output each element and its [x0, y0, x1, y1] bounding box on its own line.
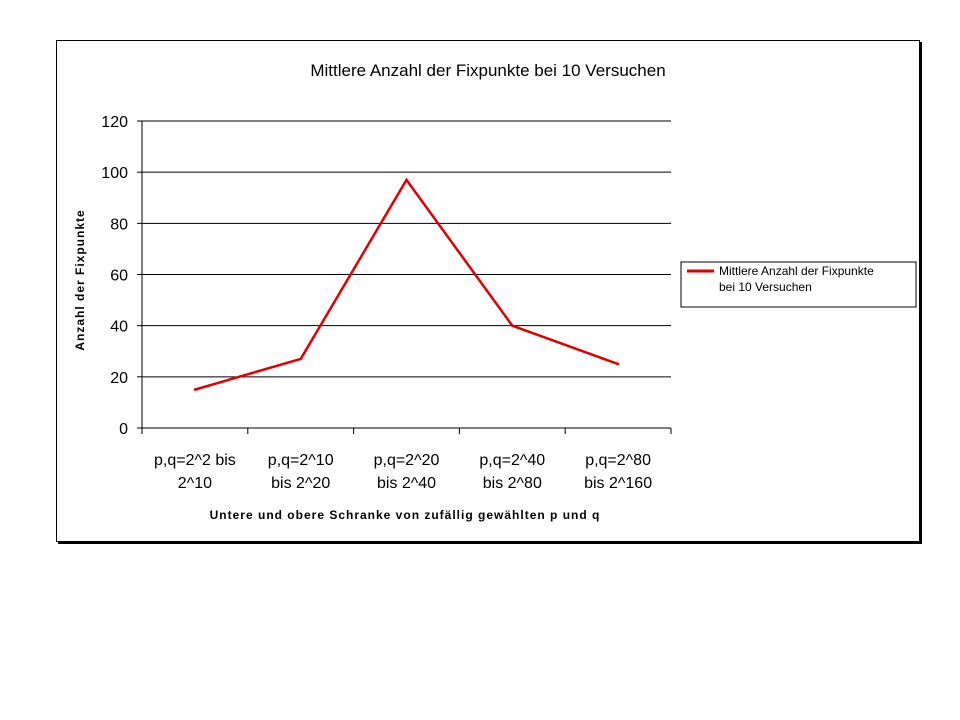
- x-tick-label-line: p,q=2^2 bis: [154, 452, 236, 469]
- x-axis-label: Untere und obere Schranke von zufällig g…: [210, 508, 601, 522]
- data-point: [193, 388, 197, 391]
- x-tick-label-line: p,q=2^40: [479, 452, 545, 469]
- x-tick-label-line: bis 2^80: [483, 475, 542, 492]
- x-tick-label: p,q=2^40 bis 2^80: [479, 452, 545, 492]
- legend-label-line: bei 10 Versuchen: [719, 280, 812, 294]
- y-tick-label: 100: [101, 165, 128, 182]
- x-tick-label-line: bis 2^40: [377, 475, 436, 492]
- x-tick-label-line: p,q=2^20: [374, 452, 440, 469]
- y-axis-label: Anzahl der Fixpunkte: [73, 209, 87, 350]
- x-tick-label-line: bis 2^160: [584, 475, 652, 492]
- x-tick-label: p,q=2^20 bis 2^40: [374, 452, 440, 492]
- data-point: [511, 324, 514, 327]
- x-tick-labels: p,q=2^2 bis 2^10 p,q=2^10 bis 2^20 p,q=2^20 b…: [154, 452, 652, 492]
- x-tick-label-line: bis 2^20: [271, 475, 330, 492]
- legend-label: Mittlere Anzahl der Fixpunkte bei 10 Vers…: [719, 264, 874, 294]
- x-tick-label: p,q=2^10 bis 2^20: [268, 452, 334, 492]
- series-lines: [193, 177, 620, 391]
- axes: [137, 120, 672, 434]
- y-tick-label: 20: [110, 370, 128, 387]
- y-tick-label: 40: [110, 319, 128, 336]
- y-tick-label: 80: [110, 216, 128, 233]
- x-tick-label: p,q=2^80 bis 2^160: [584, 452, 652, 492]
- x-tick-label-line: p,q=2^10: [268, 452, 334, 469]
- x-tick-label: p,q=2^2 bis 2^10: [154, 452, 236, 492]
- legend-label-line: Mittlere Anzahl der Fixpunkte: [719, 264, 874, 278]
- series-line: [194, 177, 619, 391]
- y-tick-label: 0: [119, 421, 128, 438]
- data-point: [299, 357, 302, 361]
- y-tick-labels: 0 20 40 60 80 100 120: [101, 114, 128, 438]
- y-tick-label: 60: [110, 268, 128, 285]
- x-tick-label-line: 2^10: [178, 475, 212, 492]
- chart-title: Mittlere Anzahl der Fixpunkte bei 10 Ver…: [310, 61, 665, 80]
- x-tick-label-line: p,q=2^80: [585, 452, 651, 469]
- data-point: [405, 178, 408, 182]
- y-tick-label: 120: [101, 114, 128, 131]
- legend-box: [680, 261, 917, 308]
- data-point: [616, 362, 620, 366]
- legend: Mittlere Anzahl der Fixpunkte bei 10 Vers…: [680, 261, 917, 308]
- gridlines: [142, 120, 671, 378]
